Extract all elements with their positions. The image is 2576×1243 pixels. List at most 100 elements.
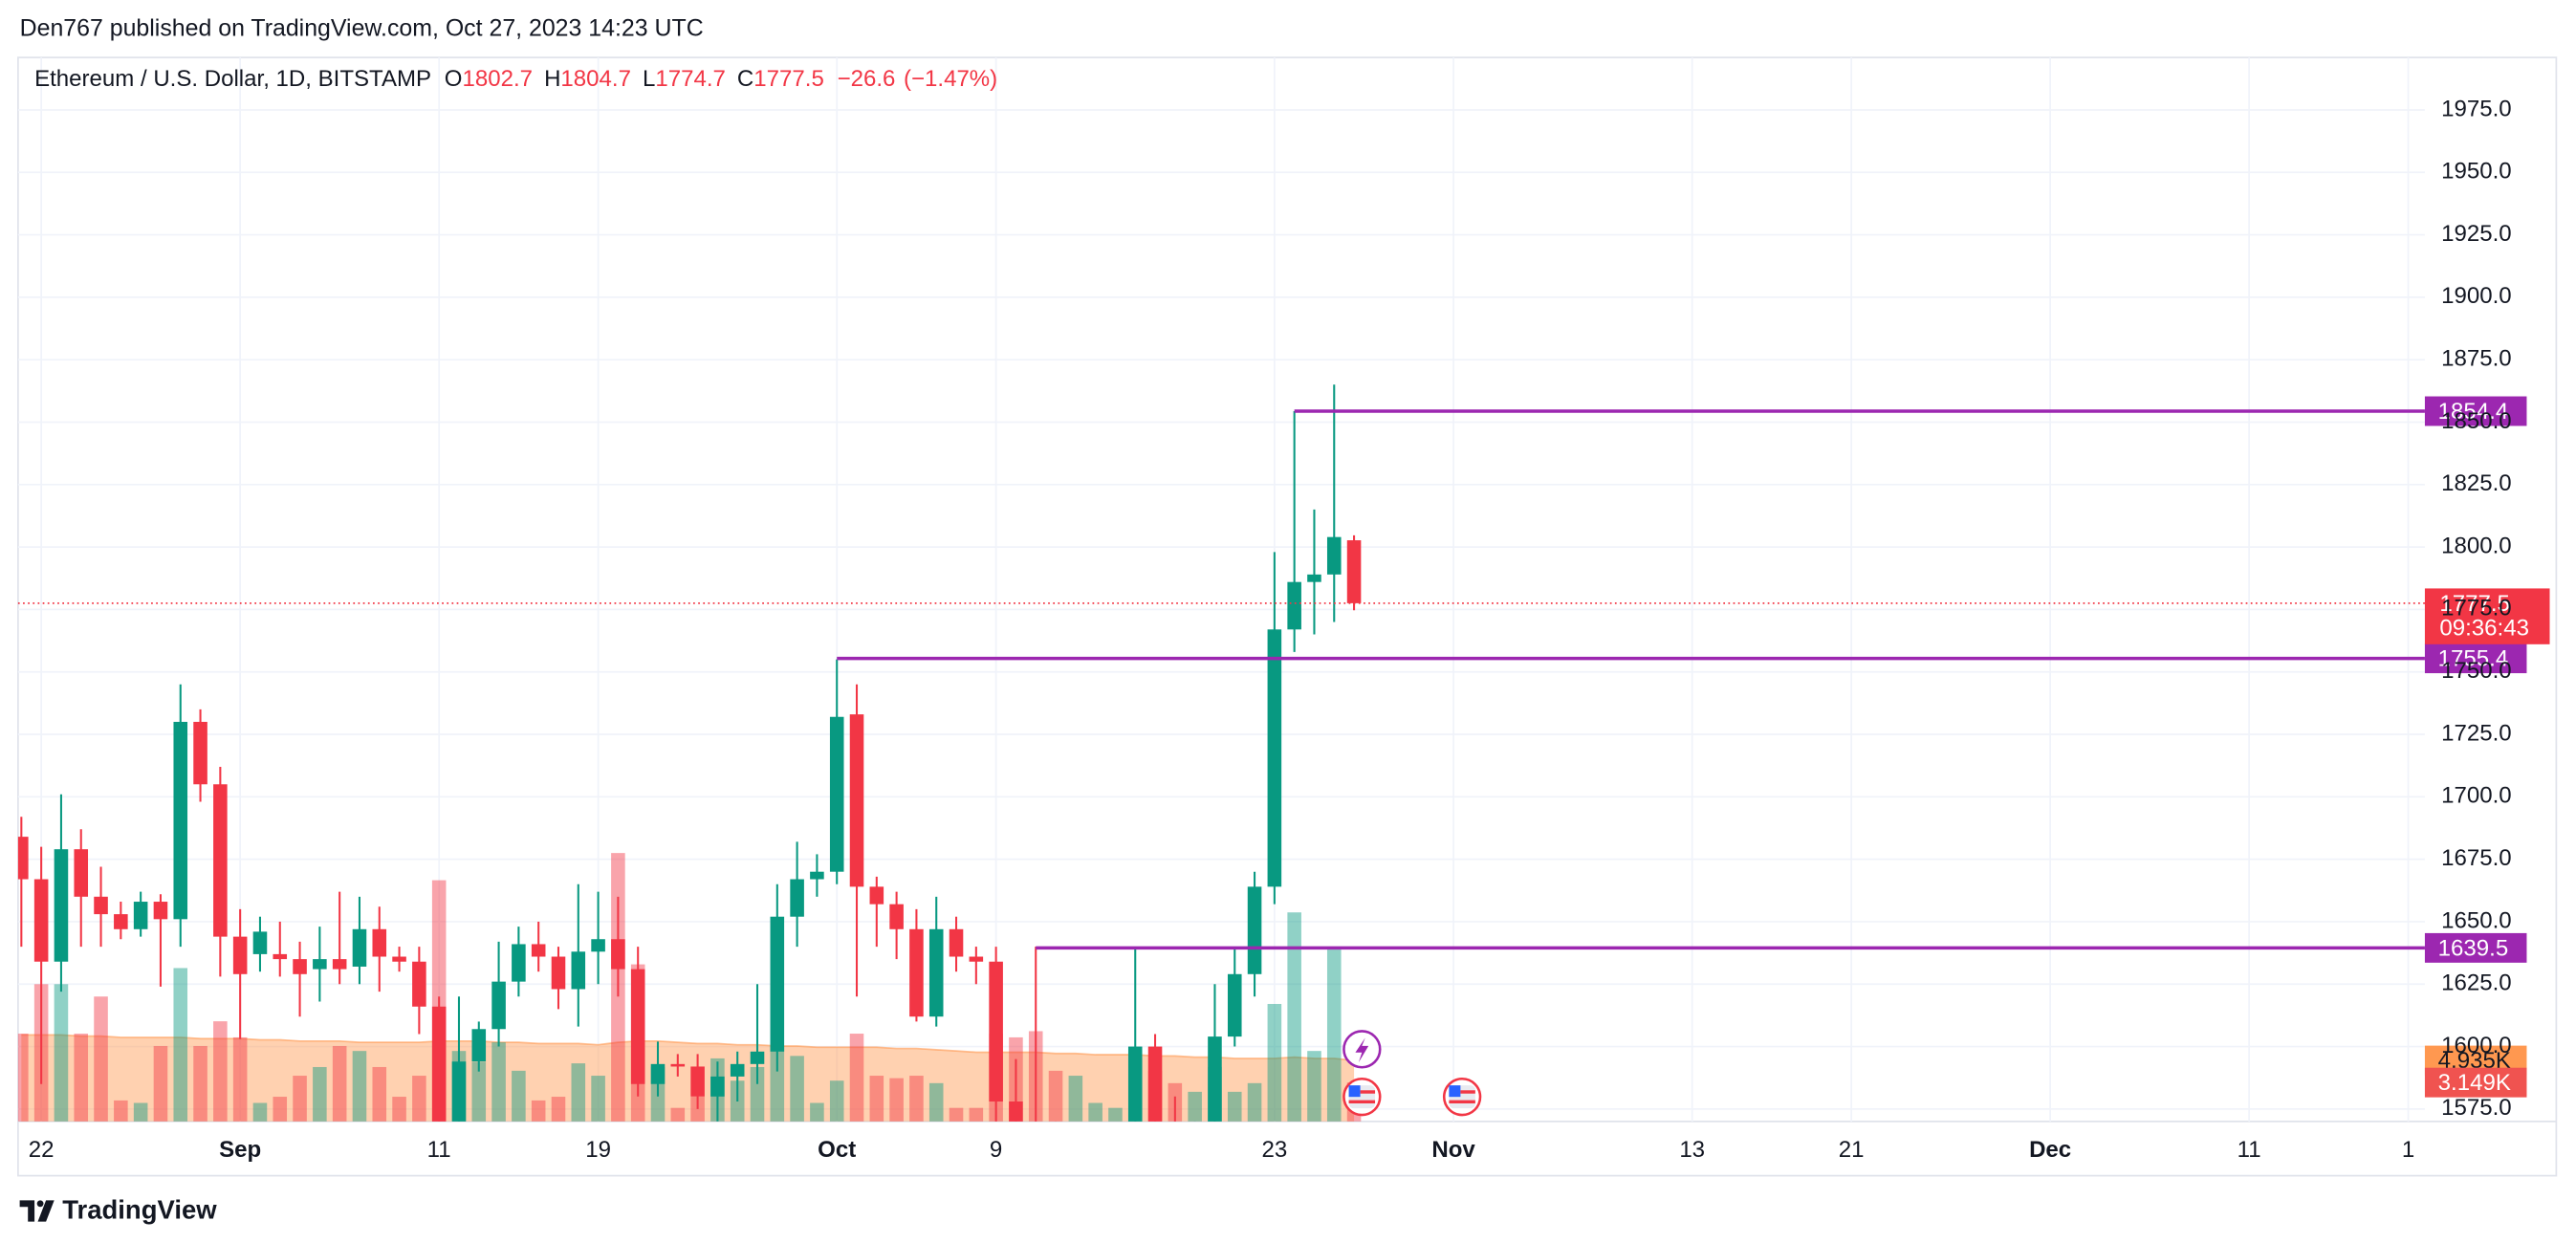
y-tick-label: 1725.0 (2441, 720, 2512, 746)
candle-body (1267, 629, 1282, 887)
price-label-box (2424, 588, 2550, 644)
candle-body (949, 928, 964, 957)
y-tick-label: 1900.0 (2441, 283, 2512, 309)
candle-body (928, 928, 944, 1017)
candle-body (1307, 574, 1321, 582)
y-tick-label: 1775.0 (2441, 596, 2512, 622)
candle-body (273, 953, 288, 960)
candle-body (491, 981, 506, 1030)
level-label: 1755.4 (2438, 646, 2509, 672)
y-tick-label: 1650.0 (2441, 907, 2512, 933)
x-tick-label: Oct (818, 1137, 856, 1163)
candle-body (869, 886, 884, 905)
y-tick-label: 1625.0 (2441, 970, 2512, 996)
candle-body (372, 928, 387, 957)
volume-bar (790, 1056, 804, 1122)
y-tick-label: 1800.0 (2441, 533, 2512, 558)
candle-body (810, 871, 824, 880)
volume-bar (313, 1066, 327, 1122)
legend-value: 1774.7 (655, 66, 726, 92)
candle-body (512, 944, 526, 982)
price-label: 1777.5 (2439, 591, 2510, 617)
logo-mark (19, 1200, 55, 1222)
volume-bar (750, 1066, 765, 1122)
candle-body (213, 784, 228, 937)
candles (17, 384, 1362, 1122)
volume-bar (54, 984, 69, 1122)
level-label-box (2424, 643, 2527, 674)
volume-bar (1088, 1102, 1102, 1122)
volume-bar (1326, 947, 1342, 1122)
y-tick-label: 1975.0 (2441, 96, 2512, 121)
candle-body (293, 959, 307, 974)
y-tick-label: 1825.0 (2441, 470, 2512, 496)
volume-bar (213, 1021, 228, 1122)
volume-bar (114, 1100, 128, 1122)
volume-bar (293, 1076, 307, 1122)
x-tick-label: 1 (2402, 1137, 2414, 1163)
volume-bar (869, 1076, 884, 1122)
candle-body (750, 1051, 765, 1064)
candle-body (531, 944, 546, 957)
level-label: 1639.5 (2438, 935, 2509, 961)
volume-bar (94, 996, 108, 1122)
volume-bar (969, 1107, 984, 1122)
candle-body (451, 1061, 467, 1122)
candle-body (551, 956, 566, 990)
y-tick-label: 1750.0 (2441, 658, 2512, 684)
price-lines: 1854.41755.41639.51777.509:36:434.935K3.… (17, 396, 2550, 1098)
volume-bar (949, 1107, 964, 1122)
volume-bar (491, 1042, 506, 1122)
candle-body (94, 896, 108, 915)
volume-bar (1068, 1076, 1083, 1122)
candle-body (770, 916, 785, 1052)
candle-body (313, 959, 327, 970)
candle-body (889, 904, 904, 929)
volume-bar (889, 1078, 904, 1122)
legend-change-pct: (−1.47%) (904, 66, 997, 92)
volume-bar (193, 1045, 207, 1122)
candle-body (74, 849, 89, 897)
candle-body (17, 837, 29, 880)
level-label-box (2424, 932, 2527, 963)
volume-bar (512, 1070, 526, 1122)
volume-bar (1247, 1082, 1262, 1122)
volume-bar (471, 1061, 487, 1122)
volume-bar (690, 1097, 705, 1122)
axis-labels: 1575.0 1600.0 1625.0 1650.0 1675.0 1700.0 1725… (29, 96, 2512, 1163)
legend-symbol: Ethereum / U.S. Dollar, 1D, BITSTAMP (34, 66, 431, 92)
x-tick-label: 23 (1261, 1137, 1287, 1163)
candle-body (114, 914, 128, 929)
volume-bar (372, 1066, 387, 1122)
candle-body (352, 928, 367, 967)
candle-body (252, 931, 268, 954)
x-tick-label: Nov (1431, 1137, 1475, 1163)
y-tick-label: 1875.0 (2441, 346, 2512, 372)
candle-body (412, 961, 426, 1007)
candle-body (1147, 1046, 1163, 1122)
volume-bar (829, 1080, 844, 1122)
candle-body (1227, 973, 1242, 1037)
legend-key: C (737, 66, 753, 92)
candle-body (153, 902, 168, 920)
candle-body (690, 1066, 705, 1097)
chart-frame (17, 56, 2558, 1177)
volume-bar (1287, 912, 1301, 1122)
x-tick-label: 13 (1679, 1137, 1705, 1163)
y-tick-label: 1925.0 (2441, 221, 2512, 247)
volume-bar (571, 1063, 586, 1122)
legend-change: −26.6 (838, 66, 896, 92)
x-tick-label: Sep (219, 1137, 261, 1163)
volume-bar (591, 1076, 605, 1122)
volume-bar (531, 1100, 546, 1122)
volume-bar (232, 1036, 248, 1122)
candle-body (989, 961, 1003, 1102)
candle-body (1247, 886, 1262, 974)
volume-bar (928, 1082, 944, 1122)
x-tick-label: 22 (29, 1137, 55, 1163)
grid (17, 57, 2425, 1122)
volume-bar (352, 1051, 367, 1122)
candle-body (1127, 1046, 1143, 1122)
